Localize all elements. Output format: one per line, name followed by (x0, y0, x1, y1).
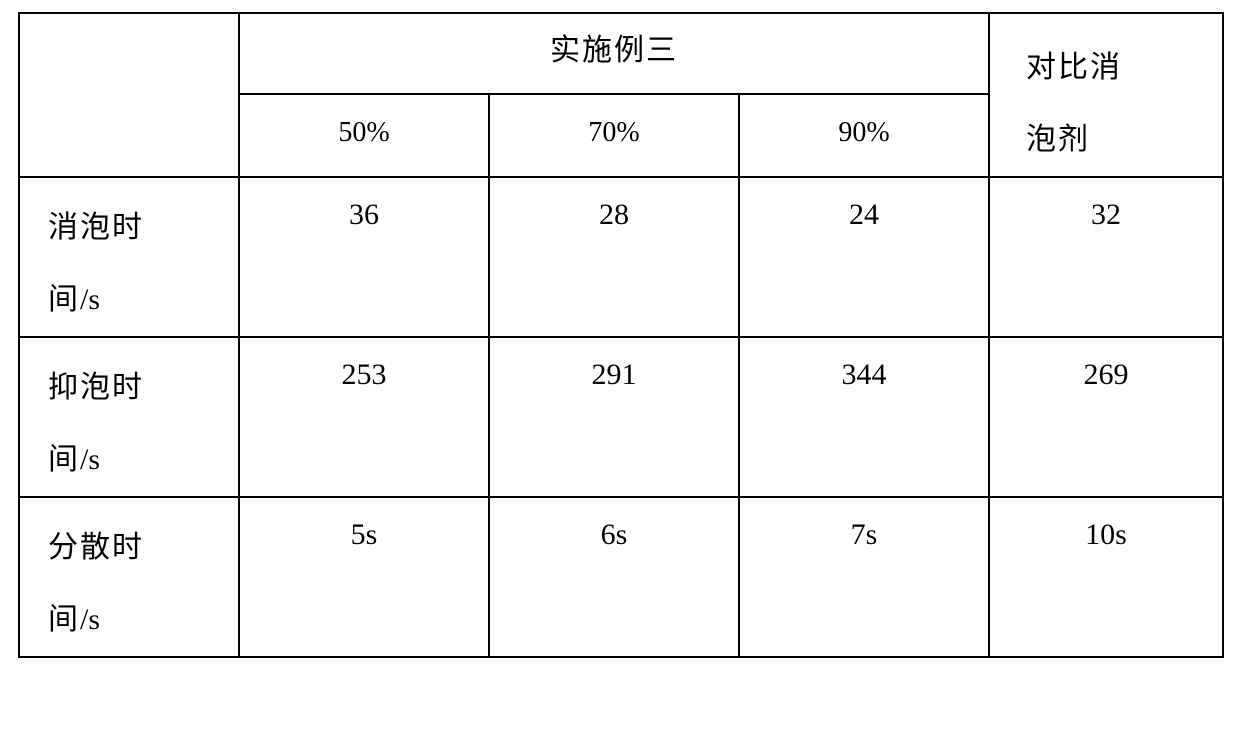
cell-value: 7s (739, 497, 989, 657)
header-sub-90: 90% (739, 94, 989, 177)
header-compare-line1: 对比消 (1026, 51, 1122, 84)
cell-value: 291 (489, 337, 739, 497)
cell-value: 24 (739, 177, 989, 337)
table-row: 抑泡时 间/s 253 291 344 269 (19, 337, 1223, 497)
row-label-line2-latin: /s (80, 283, 100, 316)
cell-value: 253 (239, 337, 489, 497)
row-label-line2-cjk: 间 (48, 603, 80, 636)
row-label-defoam-time: 消泡时 间/s (19, 177, 239, 337)
row-label-line2-latin: /s (80, 443, 100, 476)
cell-value: 6s (489, 497, 739, 657)
cell-value: 344 (739, 337, 989, 497)
cell-value: 269 (989, 337, 1223, 497)
header-sub-50: 50% (239, 94, 489, 177)
cell-value: 10s (989, 497, 1223, 657)
header-compare-line2: 泡剂 (1026, 123, 1090, 156)
table-container: 实施例三 对比消 泡剂 50% 70% 90% 消泡时 间/s 36 28 24… (0, 0, 1240, 670)
header-row-1: 实施例三 对比消 泡剂 (19, 13, 1223, 94)
row-label-line2-cjk: 间 (48, 443, 80, 476)
cell-value: 28 (489, 177, 739, 337)
header-blank (19, 13, 239, 177)
header-group-example3: 实施例三 (239, 13, 989, 94)
header-sub-70: 70% (489, 94, 739, 177)
cell-value: 36 (239, 177, 489, 337)
table-row: 分散时 间/s 5s 6s 7s 10s (19, 497, 1223, 657)
row-label-line1: 消泡时 (48, 211, 144, 244)
cell-value: 32 (989, 177, 1223, 337)
row-label-disperse-time: 分散时 间/s (19, 497, 239, 657)
table-row: 消泡时 间/s 36 28 24 32 (19, 177, 1223, 337)
row-label-line1: 抑泡时 (48, 371, 144, 404)
row-label-suppress-time: 抑泡时 间/s (19, 337, 239, 497)
row-label-line1: 分散时 (48, 531, 144, 564)
row-label-line2-cjk: 间 (48, 283, 80, 316)
row-label-line2-latin: /s (80, 603, 100, 636)
data-table: 实施例三 对比消 泡剂 50% 70% 90% 消泡时 间/s 36 28 24… (18, 12, 1224, 658)
header-compare: 对比消 泡剂 (989, 13, 1223, 177)
cell-value: 5s (239, 497, 489, 657)
